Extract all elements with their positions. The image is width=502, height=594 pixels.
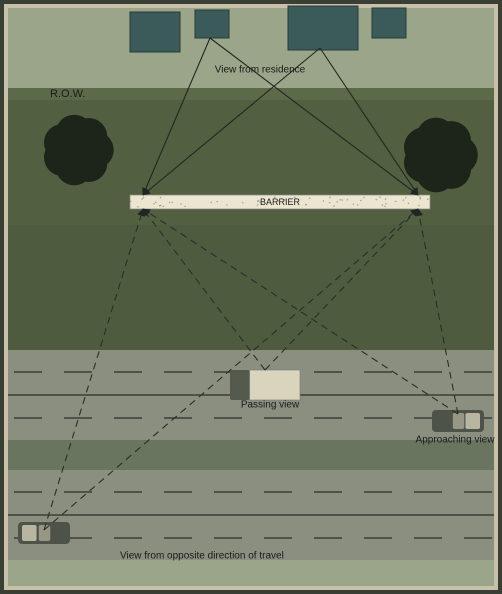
- label-opposite: View from opposite direction of travel: [120, 551, 284, 562]
- truck: [230, 370, 300, 400]
- label-barrier: BARRIER: [260, 197, 300, 207]
- car: [18, 522, 70, 544]
- label-row: R.O.W.: [50, 88, 85, 100]
- label-from-residence: View from residence: [215, 65, 305, 76]
- label-approaching: Approaching view: [416, 435, 495, 446]
- label-passing: Passing view: [241, 400, 299, 411]
